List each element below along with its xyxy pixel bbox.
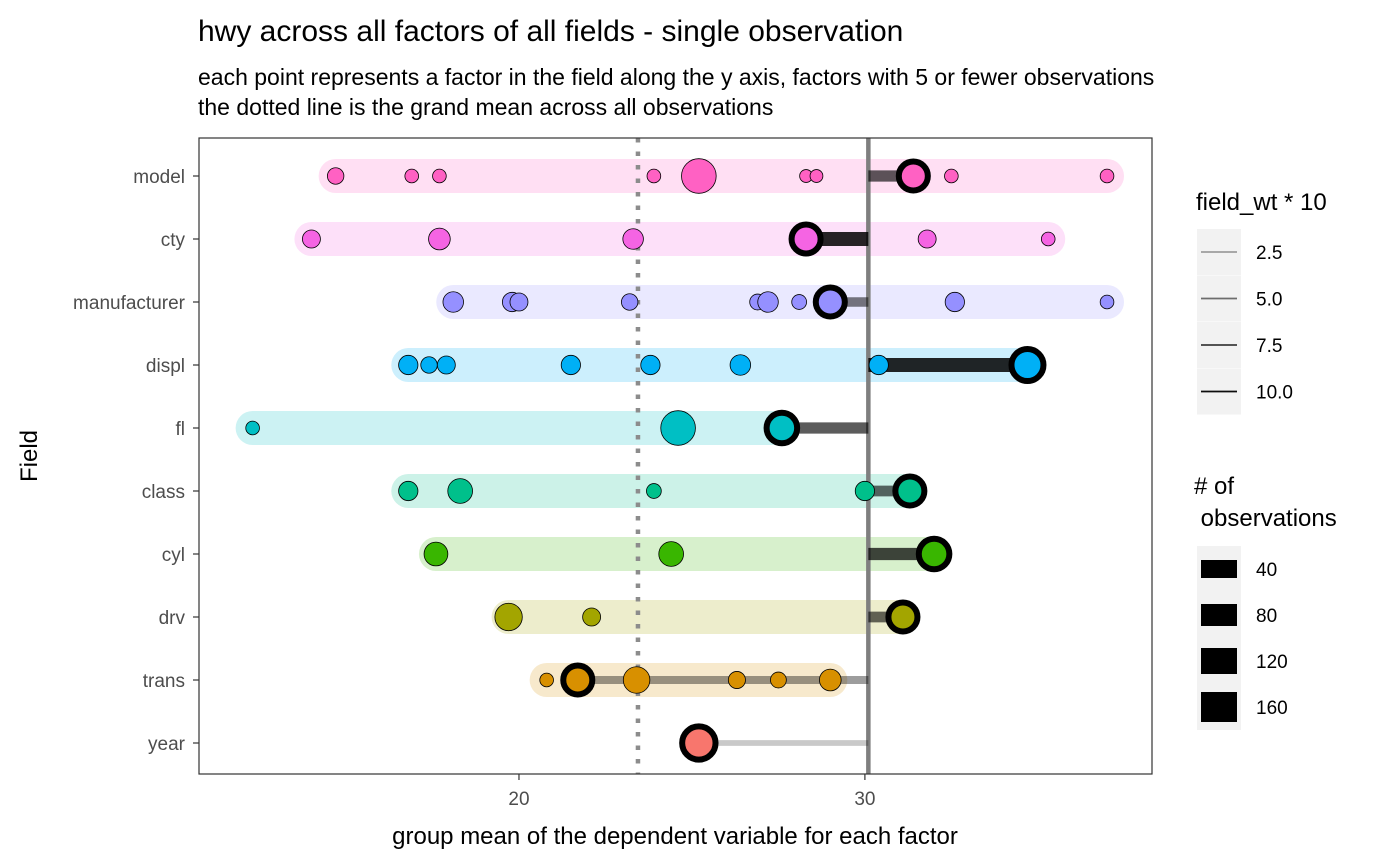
observation-point-cty bbox=[788, 221, 824, 257]
factor-point-displ-6 bbox=[868, 354, 889, 376]
factor-point-class-0 bbox=[398, 480, 419, 502]
observation-point-drv bbox=[885, 599, 921, 635]
y-axis-title: Field bbox=[16, 430, 43, 482]
factor-point-displ-0 bbox=[398, 354, 419, 376]
factor-point-trans-0 bbox=[539, 672, 554, 688]
factor-point-cty-4 bbox=[1040, 231, 1056, 247]
factor-point-manufacturer-7 bbox=[944, 291, 965, 313]
factor-point-displ-5 bbox=[729, 354, 752, 376]
legend-size: # of observations 40 80 120 160 bbox=[1194, 473, 1337, 730]
y-tick-label-manufacturer: manufacturer bbox=[73, 293, 186, 314]
factor-point-cyl-1 bbox=[658, 541, 684, 567]
factor-point-drv-1 bbox=[582, 607, 602, 627]
observation-points bbox=[560, 158, 1047, 763]
factor-point-manufacturer-3 bbox=[621, 293, 639, 311]
chart-title: hwy across all factors of all fields - s… bbox=[198, 15, 903, 48]
factor-point-fl-1 bbox=[660, 410, 696, 446]
factor-point-model-4 bbox=[681, 158, 717, 194]
y-tick-label-displ: displ bbox=[146, 356, 185, 377]
legend-weight-label-3: 10.0 bbox=[1256, 383, 1293, 404]
factor-point-trans-4 bbox=[819, 668, 842, 692]
factor-point-cty-0 bbox=[302, 229, 321, 249]
factor-point-class-1 bbox=[447, 478, 473, 504]
y-tick-label-model: model bbox=[133, 167, 185, 188]
y-axis: model cty manufacturer displ fl class cyl drv tr… bbox=[73, 167, 199, 755]
plot-panel bbox=[235, 138, 1125, 774]
factor-point-trans-2 bbox=[727, 671, 746, 689]
observation-point-model bbox=[895, 158, 931, 194]
legend-size-label-0: 40 bbox=[1256, 560, 1277, 581]
factor-point-trans-1 bbox=[622, 666, 651, 694]
observation-point-fl bbox=[763, 409, 801, 447]
factor-point-manufacturer-2 bbox=[509, 292, 529, 312]
factor-point-displ-3 bbox=[560, 354, 581, 376]
factor-point-manufacturer-8 bbox=[1099, 294, 1115, 310]
legend-weight-title: field_wt * 10 bbox=[1196, 189, 1327, 216]
factor-point-manufacturer-0 bbox=[442, 291, 464, 313]
legend-weight-key-bg-0 bbox=[1197, 229, 1241, 275]
observation-point-trans bbox=[560, 662, 596, 698]
x-tick-label-30: 30 bbox=[854, 789, 875, 810]
legend-weight-label-2: 7.5 bbox=[1256, 336, 1282, 357]
observation-point-cyl bbox=[915, 535, 953, 573]
factor-point-displ-1 bbox=[420, 356, 438, 374]
factor-point-fl-0 bbox=[245, 420, 260, 436]
factor-point-model-0 bbox=[326, 167, 345, 185]
factor-point-trans-3 bbox=[770, 671, 787, 689]
deviation-segments bbox=[577, 170, 1028, 746]
legend-weight-label-0: 2.5 bbox=[1256, 243, 1282, 264]
chart-subtitle-line1: each point represents a factor in the fi… bbox=[198, 64, 1154, 90]
observation-point-displ bbox=[1008, 346, 1047, 384]
x-axis-title: group mean of the dependent variable for… bbox=[392, 823, 958, 850]
factor-point-class-3 bbox=[854, 480, 875, 502]
factor-point-model-2 bbox=[432, 168, 447, 184]
factor-point-model-7 bbox=[944, 168, 959, 184]
x-axis: 20 30 bbox=[508, 774, 875, 810]
legend-weight-label-1: 5.0 bbox=[1256, 290, 1282, 311]
factor-point-cty-2 bbox=[622, 228, 644, 250]
y-tick-label-class: class bbox=[142, 482, 185, 503]
factor-point-model-8 bbox=[1099, 168, 1115, 184]
legend-weight: field_wt * 10 2.5 5.0 7.5 10.0 bbox=[1196, 189, 1327, 415]
factor-points bbox=[245, 158, 1115, 694]
factor-point-cty-1 bbox=[428, 227, 451, 251]
factor-point-class-2 bbox=[646, 483, 662, 499]
factor-point-model-6 bbox=[809, 169, 824, 183]
factor-point-drv-0 bbox=[494, 602, 523, 632]
factor-point-displ-2 bbox=[436, 355, 456, 375]
x-tick-label-20: 20 bbox=[508, 789, 529, 810]
observation-point-manufacturer bbox=[812, 284, 848, 320]
legend-size-label-1: 80 bbox=[1256, 606, 1277, 627]
y-tick-label-trans: trans bbox=[143, 671, 185, 692]
observation-point-class bbox=[892, 473, 928, 509]
y-tick-label-cty: cty bbox=[161, 230, 186, 251]
legend-size-label-3: 160 bbox=[1256, 698, 1288, 719]
factor-point-displ-4 bbox=[640, 354, 661, 376]
y-tick-label-cyl: cyl bbox=[162, 545, 185, 566]
factor-point-manufacturer-5 bbox=[757, 291, 779, 313]
legend-size-title-line2: observations bbox=[1194, 505, 1337, 532]
legend-size-title-line1: # of bbox=[1194, 473, 1234, 500]
factor-point-cty-3 bbox=[917, 229, 937, 249]
factor-point-manufacturer-6 bbox=[791, 294, 807, 310]
y-tick-label-year: year bbox=[148, 734, 186, 755]
chart-subtitle-line2: the dotted line is the grand mean across… bbox=[198, 94, 773, 120]
factor-point-model-1 bbox=[404, 168, 419, 184]
y-tick-label-drv: drv bbox=[159, 608, 186, 629]
observation-point-year bbox=[679, 723, 719, 763]
legend-size-label-2: 120 bbox=[1256, 652, 1288, 673]
panel-border bbox=[198, 137, 1153, 775]
factor-point-model-3 bbox=[646, 168, 662, 184]
y-tick-label-fl: fl bbox=[176, 419, 186, 440]
factor-point-cyl-0 bbox=[423, 541, 449, 567]
